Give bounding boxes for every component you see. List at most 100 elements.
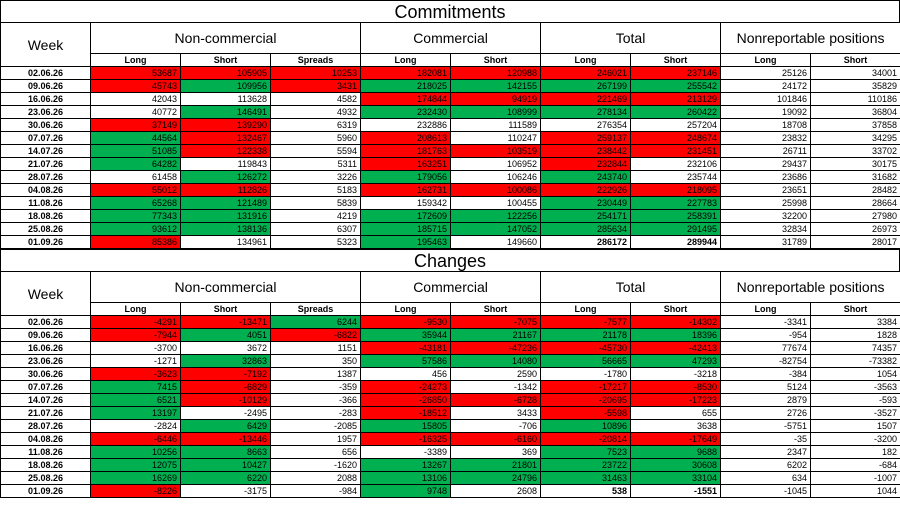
value-cell: -42413: [630, 341, 722, 355]
commitments-table: Week Non-commercial Commercial Total Nonrepo…: [0, 22, 900, 249]
table-row: 11.08.26 10256 8663 656 -3389 369 7523 9688 2347…: [0, 445, 900, 459]
value-cell: 33104: [630, 471, 722, 485]
value-cell: 26973: [810, 222, 900, 236]
value-cell: -47236: [450, 341, 542, 355]
value-cell: -16325: [360, 432, 452, 446]
value-cell: 254171: [540, 209, 632, 223]
value-cell: 10256: [90, 445, 181, 459]
value-cell: -684: [810, 458, 900, 472]
week-cell: 11.08.26: [0, 445, 91, 459]
value-cell: 10427: [180, 458, 271, 472]
table-row: 21.07.26 13197 -2495 -283 -18512 3433 -5598 655…: [0, 406, 900, 420]
table-row: 25.08.26 93612 138136 6307 185715 147052 28563…: [0, 222, 900, 236]
value-cell: 185715: [360, 222, 452, 236]
value-cell: -3218: [630, 367, 722, 381]
value-cell: 15805: [360, 419, 452, 433]
value-cell: -26850: [360, 393, 452, 407]
table-row: 18.08.26 77343 131916 4219 172609 122256 25417…: [0, 209, 900, 223]
value-cell: 208613: [360, 131, 452, 145]
value-cell: -384: [720, 367, 812, 381]
value-cell: 26711: [720, 144, 812, 158]
week-cell: 30.06.26: [0, 367, 91, 381]
week-cell: 28.07.26: [0, 170, 91, 184]
table-row: 04.08.26 -6446 -13446 1957 -16325 -6160 -20814…: [0, 432, 900, 446]
value-cell: -2085: [269, 419, 362, 433]
week-cell: 14.07.26: [0, 144, 91, 158]
value-cell: 122256: [450, 209, 542, 223]
value-cell: 32200: [720, 209, 812, 223]
value-cell: 9748: [360, 484, 452, 498]
value-cell: 182: [810, 445, 900, 459]
value-cell: 260422: [630, 105, 722, 119]
value-cell: 25126: [720, 66, 812, 80]
value-cell: 101846: [720, 92, 812, 106]
value-cell: -20814: [540, 432, 632, 446]
value-cell: 142155: [450, 79, 542, 93]
value-cell: 237146: [630, 66, 722, 80]
week-cell: 11.08.26: [0, 196, 91, 210]
column-header: Short: [450, 53, 542, 67]
value-cell: 106246: [450, 170, 542, 184]
table-row: 02.06.26 53687 105905 10253 182081 120988 2460…: [0, 66, 900, 80]
value-cell: 33702: [810, 144, 900, 158]
value-cell: 23686: [720, 170, 812, 184]
week-cell: 02.06.26: [0, 315, 91, 329]
value-cell: 238442: [540, 144, 632, 158]
value-cell: 44564: [90, 131, 181, 145]
week-cell: 21.07.26: [0, 157, 91, 171]
value-cell: -3700: [90, 341, 181, 355]
value-cell: 6429: [180, 419, 271, 433]
commitments-title: Commitments: [0, 0, 900, 22]
value-cell: -1007: [810, 471, 900, 485]
value-cell: 40772: [90, 105, 181, 119]
value-cell: 232886: [360, 118, 452, 132]
value-cell: 3226: [269, 170, 362, 184]
group-header: Nonreportable positions: [720, 271, 900, 303]
week-cell: 23.06.26: [0, 105, 91, 119]
changes-table: Week Non-commercial Commercial Total Nonrepo…: [0, 271, 900, 498]
value-cell: 111589: [450, 118, 542, 132]
week-cell: 16.06.26: [0, 92, 91, 106]
value-cell: 3431: [269, 79, 362, 93]
value-cell: -6822: [269, 328, 362, 342]
value-cell: 10896: [540, 419, 632, 433]
week-header: Week: [0, 22, 91, 67]
value-cell: 159342: [360, 196, 452, 210]
value-cell: 213129: [630, 92, 722, 106]
value-cell: 6244: [269, 315, 362, 329]
value-cell: 181763: [360, 144, 452, 158]
value-cell: -2495: [180, 406, 271, 420]
value-cell: 109956: [180, 79, 271, 93]
value-cell: 248674: [630, 131, 722, 145]
value-cell: 13197: [90, 406, 181, 420]
group-header: Commercial: [360, 271, 542, 303]
value-cell: -14302: [630, 315, 722, 329]
value-cell: -7192: [180, 367, 271, 381]
value-cell: 259137: [540, 131, 632, 145]
table-row: 28.07.26 -2824 6429 -2085 15805 -706 10896 3638…: [0, 419, 900, 433]
table-row: 09.06.26 -7944 4051 -6822 35944 21167 21178 183…: [0, 328, 900, 342]
value-cell: 100086: [450, 183, 542, 197]
value-cell: -359: [269, 380, 362, 394]
value-cell: 12075: [90, 458, 181, 472]
value-cell: 120988: [450, 66, 542, 80]
column-header: Long: [360, 302, 452, 316]
value-cell: 7523: [540, 445, 632, 459]
week-cell: 07.07.26: [0, 380, 91, 394]
week-cell: 04.08.26: [0, 183, 91, 197]
group-header: Non-commercial: [89, 22, 362, 54]
value-cell: 456: [360, 367, 452, 381]
value-cell: -43181: [360, 341, 452, 355]
column-header: Short: [450, 302, 542, 316]
value-cell: 232844: [540, 157, 632, 171]
value-cell: 179056: [360, 170, 452, 184]
value-cell: 230449: [540, 196, 632, 210]
value-cell: -3341: [720, 315, 812, 329]
value-cell: 231451: [630, 144, 722, 158]
week-cell: 18.08.26: [0, 458, 91, 472]
value-cell: 285634: [540, 222, 632, 236]
value-cell: 1151: [269, 341, 362, 355]
table-row: 07.07.26 7415 -6829 -359 -24273 -1342 -17217 -8…: [0, 380, 900, 394]
value-cell: 45743: [90, 79, 181, 93]
value-cell: 77343: [90, 209, 181, 223]
